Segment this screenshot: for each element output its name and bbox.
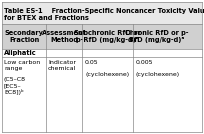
Bar <box>2 24 202 49</box>
Text: Aliphatic: Aliphatic <box>4 50 37 56</box>
Text: Subchronic RfD or
p-RfD (mg/kg-d)ᵃ: Subchronic RfD or p-RfD (mg/kg-d)ᵃ <box>74 30 141 43</box>
Bar <box>2 49 202 57</box>
Bar <box>2 2 202 24</box>
Text: Secondary
Fraction: Secondary Fraction <box>4 30 43 43</box>
Text: Assessment
Method: Assessment Method <box>42 30 86 43</box>
Text: for BTEX and Fractions: for BTEX and Fractions <box>4 15 89 21</box>
Text: 0.05

(cyclohexene): 0.05 (cyclohexene) <box>85 60 129 77</box>
Text: Chronic RfD or p-
RfD (mg/kg-d)ᵃ: Chronic RfD or p- RfD (mg/kg-d)ᵃ <box>125 30 188 43</box>
Text: Indicator
chemical: Indicator chemical <box>48 60 76 71</box>
Bar <box>2 57 202 132</box>
Text: Low carbon
range

(C5–C8
[EC5–
EC8])ᵇ: Low carbon range (C5–C8 [EC5– EC8])ᵇ <box>4 60 40 95</box>
Text: 0.005

(cyclohexene): 0.005 (cyclohexene) <box>136 60 180 77</box>
Text: Table ES-1    Fraction-Specific Noncancer Toxicity Values for: Table ES-1 Fraction-Specific Noncancer T… <box>4 8 204 14</box>
